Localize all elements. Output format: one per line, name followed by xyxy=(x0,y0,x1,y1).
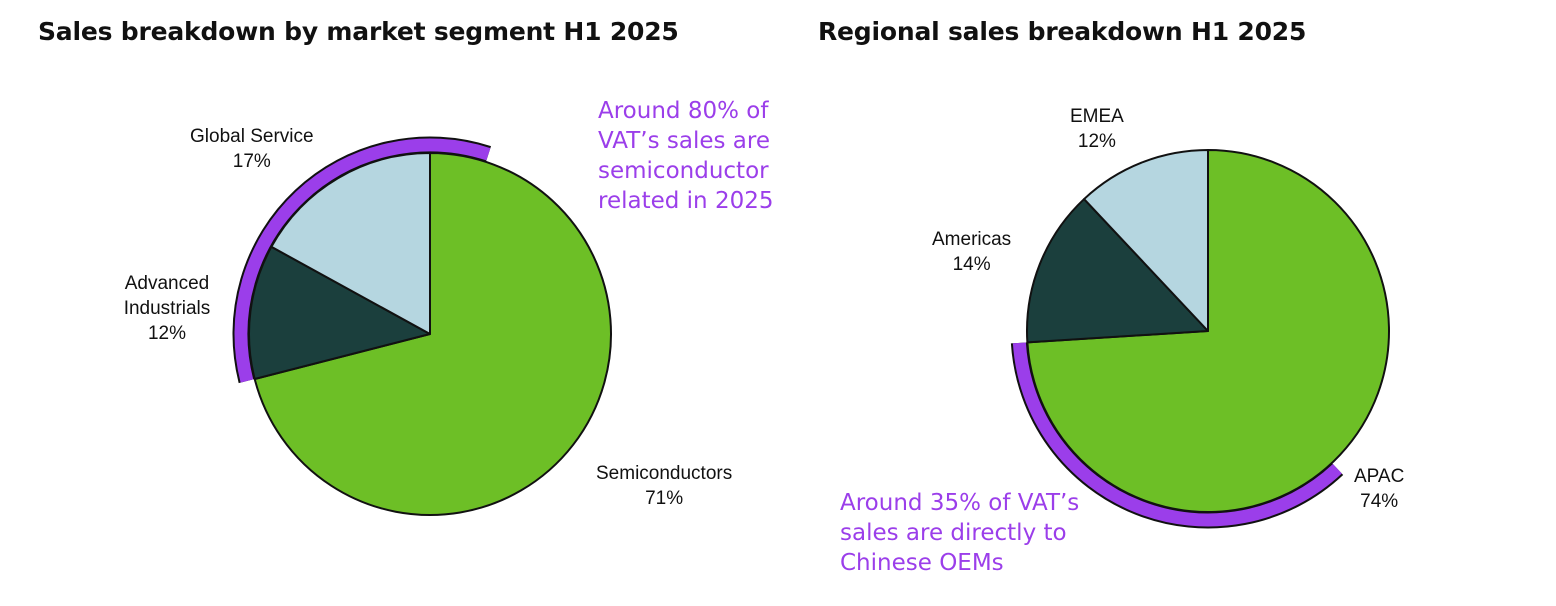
callout-line: Around 80% of xyxy=(598,98,769,124)
slice-label-global-service: Global Service 17% xyxy=(190,126,314,172)
slice-label-emea: EMEA 12% xyxy=(1070,106,1124,152)
callout-line: VAT’s sales are xyxy=(598,128,770,154)
callout-line: Around 35% of VAT’s xyxy=(840,490,1080,516)
callout-line: Chinese OEMs xyxy=(840,550,1004,576)
highlight-arc xyxy=(1012,342,1342,527)
callout-semiconductor-related: Around 80% of VAT’s sales are semiconduc… xyxy=(598,96,773,216)
chart-title-market-segment: Sales breakdown by market segment H1 202… xyxy=(38,17,679,46)
slice-label-semiconductors: Semiconductors 71% xyxy=(596,463,733,509)
slice-label-apac: APAC 74% xyxy=(1354,466,1405,512)
pie-slice-global-service xyxy=(270,152,431,335)
pie-market-segment xyxy=(232,136,612,516)
slice-label-advanced-industrials: Advanced Industrials 12% xyxy=(123,273,211,344)
pie-slice-emea xyxy=(1083,149,1209,332)
pie-slice-advanced-industrials xyxy=(248,245,431,381)
callout-line: sales are directly to xyxy=(840,520,1067,546)
pie-slice-semiconductors xyxy=(253,152,612,516)
callout-line: related in 2025 xyxy=(598,188,774,214)
callout-chinese-oems: Around 35% of VAT’s sales are directly t… xyxy=(840,488,1079,578)
highlight-arc xyxy=(234,138,491,383)
chart-title-regional: Regional sales breakdown H1 2025 xyxy=(818,17,1307,46)
callout-line: semiconductor xyxy=(598,158,769,184)
slice-label-americas: Americas 14% xyxy=(932,229,1012,275)
pie-regional xyxy=(1010,149,1390,529)
pie-slice-americas xyxy=(1026,198,1209,344)
